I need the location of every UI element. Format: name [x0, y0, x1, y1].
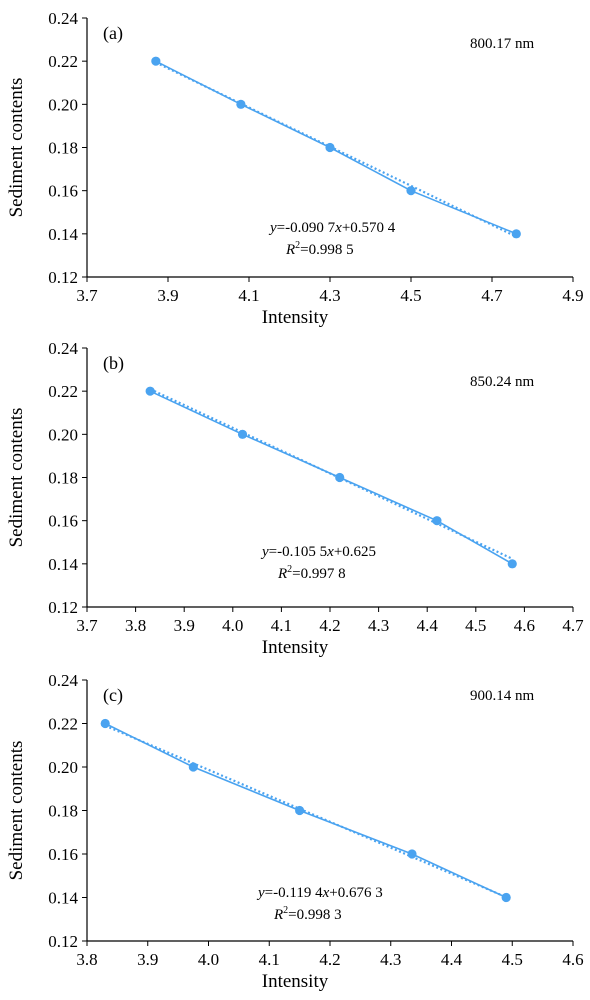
y-tick-label: 0.14 [48, 889, 78, 908]
x-tick-label: 4.3 [368, 616, 389, 635]
y-tick-label: 0.12 [48, 932, 78, 951]
chart-panel-2: 0.12 0.14 0.16 0.18 0.20 0.22 0.24 3.7 3.8 3.9 4.0… [6, 339, 584, 658]
regression-equation: y=-0.119 4x+0.676 3 [256, 885, 383, 901]
y-tick-label: 0.18 [48, 802, 78, 821]
x-tick-label: 4.0 [198, 950, 219, 969]
x-tick-label: 4.6 [562, 950, 583, 969]
y-tick-label: 0.20 [48, 95, 78, 114]
x-tick-label: 3.7 [76, 616, 98, 635]
data-point [507, 559, 517, 569]
data-point [188, 762, 198, 772]
y-axis-title: Sediment contents [6, 741, 27, 881]
data-point [511, 229, 521, 239]
y-tick-label: 0.12 [48, 268, 78, 287]
regression-equation: y=-0.090 7x+0.570 4 [268, 220, 396, 236]
x-tick-label: 4.2 [319, 616, 340, 635]
data-point [145, 386, 155, 396]
data-point [325, 142, 335, 153]
wavelength-label: 900.14 nm [470, 688, 535, 704]
y-tick-label: 0.24 [48, 9, 78, 28]
y-tick-label: 0.16 [48, 182, 78, 201]
wavelength-label: 800.17 nm [470, 36, 535, 52]
y-tick-label: 0.24 [48, 671, 78, 690]
data-point [151, 56, 161, 66]
y-tick-label: 0.22 [48, 715, 78, 734]
x-tick-label: 4.6 [514, 616, 535, 635]
x-tick-label: 3.9 [174, 616, 195, 635]
series-line [155, 60, 517, 235]
data-point [237, 429, 248, 439]
data-point [236, 99, 246, 109]
panel-label: (b) [103, 353, 124, 374]
y-tick-label: 0.22 [48, 52, 78, 71]
panel-label: (c) [103, 685, 123, 706]
data-point [501, 892, 511, 903]
r-squared: R2=0.998 3 [273, 905, 342, 923]
y-axis-title: Sediment contents [6, 78, 27, 218]
x-tick-label: 3.9 [137, 950, 158, 969]
data-point [432, 516, 442, 526]
data-point [100, 718, 110, 729]
x-tick-label: 4.3 [380, 950, 401, 969]
wavelength-label: 850.24 nm [470, 374, 535, 390]
y-tick-label: 0.18 [48, 469, 78, 488]
data-point [295, 805, 305, 816]
trendline [155, 61, 517, 238]
y-tick-label: 0.24 [48, 339, 78, 358]
x-axis-title: Intensity [262, 307, 329, 328]
x-tick-label: 4.4 [417, 616, 439, 635]
x-tick-label: 3.8 [125, 616, 146, 635]
panel-label: (a) [103, 23, 123, 44]
x-tick-label: 4.7 [562, 616, 584, 635]
x-tick-label: 4.3 [319, 286, 340, 305]
series-line [149, 390, 513, 565]
y-tick-label: 0.14 [48, 225, 78, 244]
y-tick-label: 0.22 [48, 382, 78, 401]
y-tick-label: 0.14 [48, 555, 78, 574]
trendline [104, 724, 507, 899]
y-tick-label: 0.16 [48, 512, 78, 531]
x-tick-label: 3.7 [76, 286, 98, 305]
x-tick-label: 3.8 [76, 950, 97, 969]
y-tick-label: 0.20 [48, 758, 78, 777]
data-point [406, 186, 416, 196]
x-tick-label: 4.1 [271, 616, 292, 635]
x-tick-label: 4.1 [259, 950, 280, 969]
data-point [407, 849, 417, 859]
x-axis-title: Intensity [262, 971, 329, 992]
chart-panel-1: 0.12 0.14 0.16 0.18 0.20 0.22 0.24 3.7 3.9 4.1 4.3… [6, 9, 584, 328]
y-tick-label: 0.18 [48, 139, 78, 158]
x-tick-label: 4.9 [562, 286, 583, 305]
regression-equation: y=-0.105 5x+0.625 [260, 544, 376, 560]
data-point [335, 472, 345, 483]
x-tick-label: 4.1 [238, 286, 259, 305]
x-tick-label: 4.0 [222, 616, 243, 635]
y-tick-label: 0.12 [48, 598, 78, 617]
y-tick-label: 0.20 [48, 425, 78, 444]
x-tick-label: 4.5 [400, 286, 421, 305]
y-tick-label: 0.16 [48, 845, 78, 864]
x-tick-label: 3.9 [157, 286, 178, 305]
x-axis-title: Intensity [262, 637, 329, 658]
r-squared: R2=0.997 8 [277, 564, 346, 582]
r-squared: R2=0.998 5 [285, 240, 354, 258]
x-tick-label: 4.5 [502, 950, 523, 969]
x-tick-label: 4.2 [319, 950, 340, 969]
x-tick-label: 4.5 [465, 616, 486, 635]
y-axis-title: Sediment contents [6, 408, 27, 548]
chart-panel-3: 0.12 0.14 0.16 0.18 0.20 0.22 0.24 3.8 3.9 4.0 4.1… [6, 671, 584, 992]
x-tick-label: 4.4 [441, 950, 463, 969]
x-tick-label: 4.7 [481, 286, 503, 305]
